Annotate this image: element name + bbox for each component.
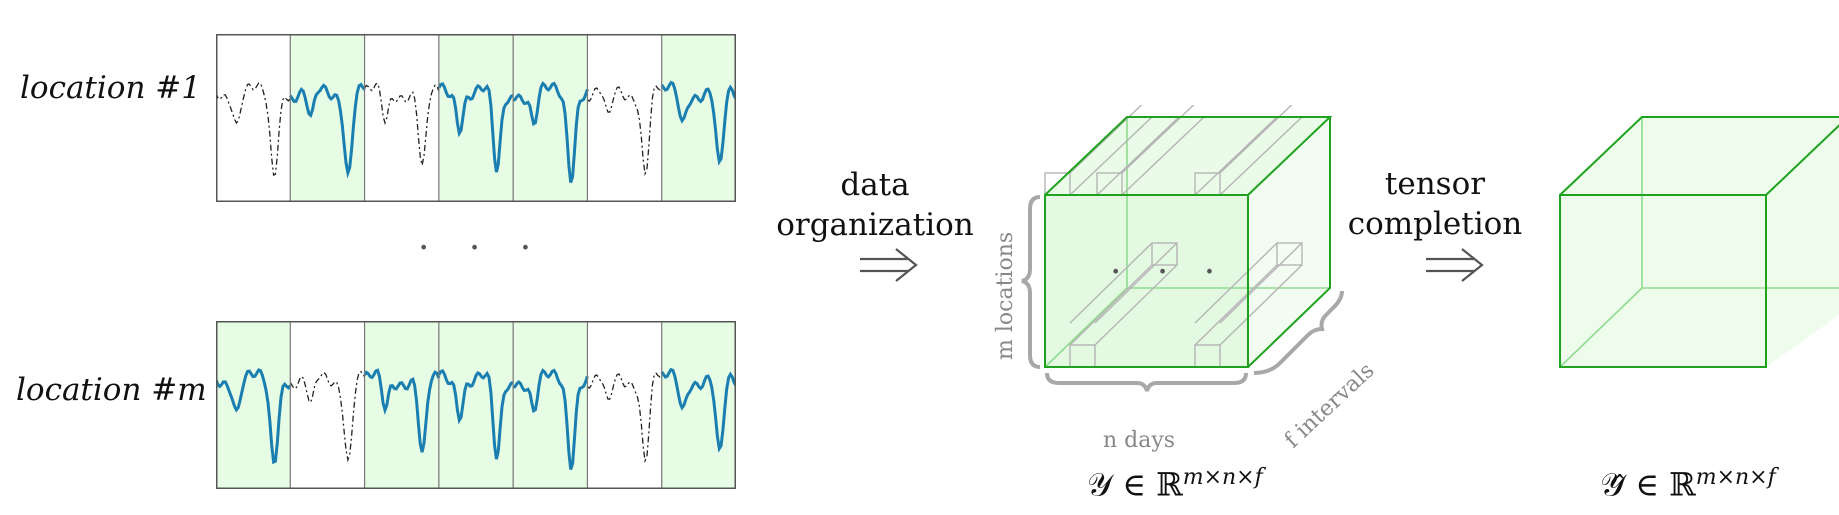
tensor-completion-arrow-icon xyxy=(1426,248,1484,282)
location-1-missing-series-day-6 xyxy=(586,85,663,176)
location-m-missing-series-day-6 xyxy=(586,372,663,463)
location-1-missing-series-day-3 xyxy=(364,82,440,166)
tensor-ellipsis: · · · xyxy=(1110,252,1228,293)
location-1-observed-series-day-5 xyxy=(512,81,589,183)
tensor-completion-label: tensor completion xyxy=(1340,164,1530,244)
location-m-frame xyxy=(216,321,736,489)
panel-ellipsis: · · · xyxy=(418,228,546,269)
tensor-y-exponent: m×n×f xyxy=(1182,465,1263,490)
tensor-yhat-cube xyxy=(1559,116,1839,368)
n-days-brace xyxy=(1045,372,1248,392)
location-1-observed-day-2 xyxy=(290,34,365,202)
location-1-missing-series-day-1 xyxy=(216,82,291,176)
location-1-observed-series-day-2 xyxy=(289,82,366,179)
tensor-yhat-exponent: m×n×f xyxy=(1695,465,1776,490)
m-locations-label: m locations xyxy=(993,231,1018,360)
cube-right-face xyxy=(1248,117,1330,367)
location-1-label: location #1 xyxy=(20,70,201,106)
location-m-observed-day-7 xyxy=(661,321,736,489)
location-1-observed-series-day-7 xyxy=(660,80,736,166)
tensor-bars-top xyxy=(1044,105,1303,196)
location-m-missing-series-day-2 xyxy=(289,370,366,463)
tensor-completion-line1: tensor xyxy=(1384,166,1486,202)
data-organization-line1: data xyxy=(840,167,910,203)
location-m-observed-series-day-4 xyxy=(437,368,514,460)
tensor-completion-line2: completion xyxy=(1347,206,1523,242)
f-intervals-brace xyxy=(1253,290,1344,375)
n-days-label: n days xyxy=(1103,428,1176,453)
location-1-frame xyxy=(216,34,736,202)
location-1-observed-day-5 xyxy=(513,34,588,202)
location-m-observed-day-5 xyxy=(513,321,588,489)
location-m-label: location #m xyxy=(16,372,207,408)
tensor-y-formula: 𝒴 ∈ ℝm×n×f xyxy=(1087,465,1263,505)
location-m-observed-day-4 xyxy=(438,321,514,489)
location-m-observed-series-day-3 xyxy=(363,368,441,453)
tensor-yhat-formula: 𝒴̂ ∈ ℝm×n×f xyxy=(1600,465,1776,505)
location-1-observed-day-4 xyxy=(438,34,514,202)
data-organization-label: data organization xyxy=(772,165,978,245)
location-1-observed-series-day-4 xyxy=(437,81,514,173)
tensor-yhat-symbol: 𝒴̂ ∈ ℝ xyxy=(1600,465,1696,504)
location-m-observed-series-day-7 xyxy=(660,367,736,453)
tensor-y-symbol: 𝒴 ∈ ℝ xyxy=(1087,465,1183,504)
tensor-y-cube xyxy=(1021,105,1344,392)
m-locations-brace xyxy=(1021,195,1041,369)
location-m-observed-series-day-5 xyxy=(512,368,589,470)
data-organization-arrow-icon xyxy=(860,248,918,282)
location-1-series-panel xyxy=(216,34,736,202)
cube-front-face xyxy=(1045,195,1248,367)
location-m-observed-series-day-1 xyxy=(216,368,292,465)
location-m-series-panel xyxy=(216,321,736,489)
data-organization-line2: organization xyxy=(776,207,974,243)
location-m-observed-day-1 xyxy=(216,321,291,489)
location-1-observed-day-7 xyxy=(661,34,736,202)
